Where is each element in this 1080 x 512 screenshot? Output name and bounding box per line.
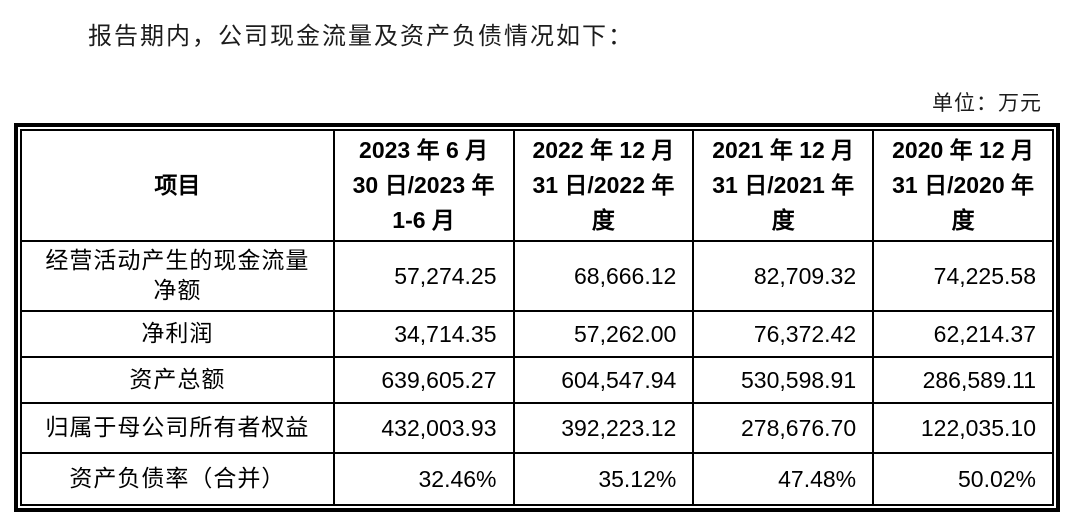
table-cell: 47.48% [692,452,875,506]
table-cell: 50.02% [872,452,1054,506]
table-row-parent-equity: 归属于母公司所有者权益 432,003.93 392,223.12 278,67… [20,402,1054,454]
table-cell: 286,589.11 [872,356,1054,404]
table-cell: 82,709.32 [692,240,875,312]
financial-table: 项目 2023 年 6 月 30 日/2023 年 1-6 月 2022 年 1… [20,129,1054,506]
financial-table-frame: 项目 2023 年 6 月 30 日/2023 年 1-6 月 2022 年 1… [14,123,1060,512]
table-cell: 74,225.58 [872,240,1054,312]
column-header-2022: 2022 年 12 月 31 日/2022 年 度 [512,129,695,242]
column-header-2023: 2023 年 6 月 30 日/2023 年 1-6 月 [332,129,515,242]
column-header-2021: 2021 年 12 月 31 日/2021 年 度 [692,129,875,242]
unit-label: 单位：万元 [932,91,1042,115]
column-header-2020: 2020 年 12 月 31 日/2020 年 度 [872,129,1054,242]
table-cell: 604,547.94 [512,356,695,404]
column-header-item: 项目 [20,129,335,242]
table-cell: 57,262.00 [512,310,695,358]
table-cell: 278,676.70 [692,402,875,454]
table-cell: 68,666.12 [512,240,695,312]
row-label: 净利润 [20,310,335,358]
table-cell: 34,714.35 [332,310,515,358]
table-cell: 57,274.25 [332,240,515,312]
table-row-total-assets: 资产总额 639,605.27 604,547.94 530,598.91 28… [20,356,1054,404]
table-cell: 122,035.10 [872,402,1054,454]
document-page: 报告期内，公司现金流量及资产负债情况如下： 单位：万元 项目 2023 年 6 … [0,16,1080,512]
table-row-net-profit: 净利润 34,714.35 57,262.00 76,372.42 62,214… [20,310,1054,358]
row-label: 资产总额 [20,356,335,404]
table-row-debt-ratio: 资产负债率（合并） 32.46% 35.12% 47.48% 50.02% [20,452,1054,506]
row-label: 经营活动产生的现金流量 净额 [20,240,335,312]
header-row: 项目 2023 年 6 月 30 日/2023 年 1-6 月 2022 年 1… [20,129,1054,242]
table-row-operating-cash-flow: 经营活动产生的现金流量 净额 57,274.25 68,666.12 82,70… [20,240,1054,312]
table-cell: 35.12% [512,452,695,506]
row-label: 归属于母公司所有者权益 [20,402,335,454]
table-cell: 62,214.37 [872,310,1054,358]
table-cell: 530,598.91 [692,356,875,404]
row-label: 资产负债率（合并） [20,452,335,506]
intro-text: 报告期内，公司现金流量及资产负债情况如下： [88,24,634,50]
table-cell: 432,003.93 [332,402,515,454]
table-cell: 639,605.27 [332,356,515,404]
table-cell: 32.46% [332,452,515,506]
table-cell: 392,223.12 [512,402,695,454]
table-cell: 76,372.42 [692,310,875,358]
